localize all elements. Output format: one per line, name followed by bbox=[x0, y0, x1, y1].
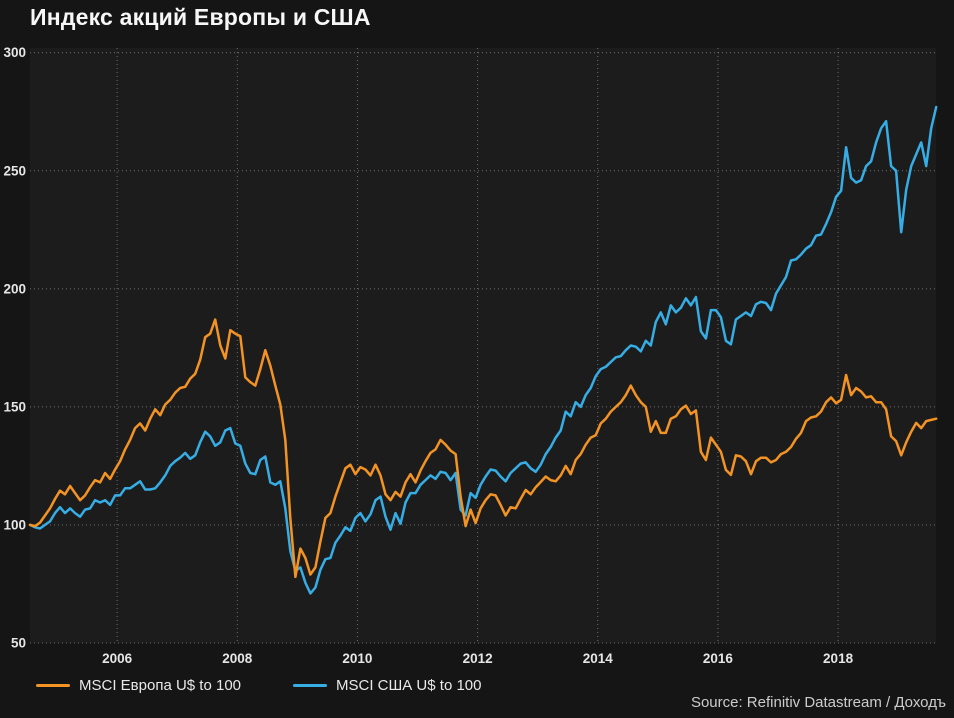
x-tick-label: 2008 bbox=[222, 651, 253, 666]
y-tick-label: 150 bbox=[3, 399, 26, 414]
usa-line-swatch bbox=[293, 683, 328, 687]
legend-item-europe: MSCI Европа U$ to 100 bbox=[36, 677, 241, 694]
y-tick-label: 100 bbox=[3, 517, 26, 532]
series-line-msci-europe bbox=[28, 318, 938, 579]
y-tick-label: 200 bbox=[3, 281, 26, 296]
y-tick-label: 300 bbox=[3, 45, 26, 60]
x-tick-label: 2014 bbox=[583, 651, 614, 666]
europe-line-swatch bbox=[36, 683, 70, 687]
y-tick-label: 50 bbox=[11, 636, 26, 651]
legend-item-usa: MSCI США U$ to 100 bbox=[293, 677, 481, 694]
line-chart-canvas: 2006 2008 2010 2012 2014 2016 2018 50 100 150 200 2… bbox=[3, 45, 938, 666]
legend-label-usa: MSCI США U$ to 100 bbox=[336, 676, 482, 694]
x-tick-label: 2018 bbox=[823, 651, 854, 666]
chart-title: Индекс акций Европы и США bbox=[30, 4, 371, 30]
x-tick-label: 2016 bbox=[703, 651, 734, 666]
plot-area bbox=[30, 48, 936, 643]
legend-label-europe: MSCI Европа U$ to 100 bbox=[79, 676, 242, 694]
x-tick-label: 2012 bbox=[463, 651, 493, 666]
series-line-msci-usa bbox=[28, 105, 938, 595]
source-attribution: Source: Refinitiv Datastream / Доходъ bbox=[690, 694, 946, 711]
y-tick-label: 250 bbox=[3, 163, 26, 178]
x-tick-label: 2010 bbox=[342, 651, 372, 666]
x-tick-label: 2006 bbox=[102, 651, 133, 666]
chart-legend: MSCI Европа U$ to 100 MSCI США U$ to 100 bbox=[36, 673, 533, 697]
